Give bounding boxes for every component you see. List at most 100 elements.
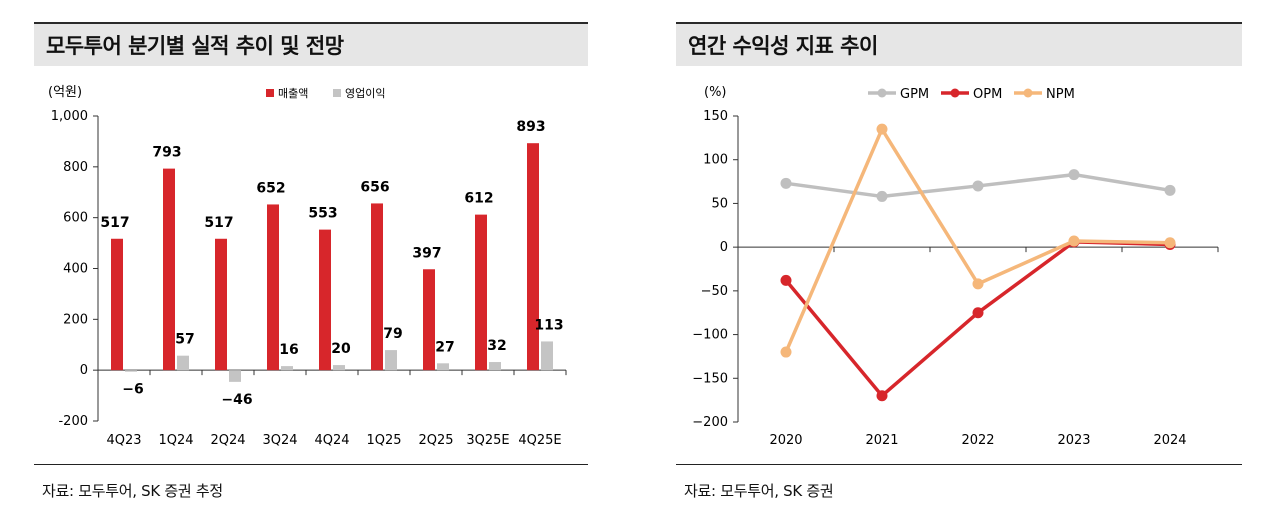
y-tick-label: 400	[63, 262, 88, 277]
x-tick-label: 2Q24	[210, 433, 245, 448]
bar-revenue	[111, 238, 123, 371]
data-point-npm	[1068, 235, 1080, 247]
x-tick-label: 4Q25E	[518, 433, 561, 448]
y-tick-label: −150	[692, 371, 728, 386]
data-label-revenue: 612	[464, 191, 493, 207]
data-label-revenue: 656	[360, 179, 389, 195]
panel-title-bar: 연간 수익성 지표 추이	[676, 22, 1242, 66]
bar-revenue	[527, 143, 539, 371]
data-label-operating-profit: 16	[279, 342, 298, 358]
y-tick-label: −200	[692, 415, 728, 430]
panel-title-bar: 모두투어 분기별 실적 추이 및 전망	[34, 22, 588, 66]
data-label-operating-profit: 113	[534, 317, 563, 333]
bar-operating-profit	[333, 365, 345, 371]
data-label-operating-profit: 20	[331, 341, 351, 357]
y-tick-label: 50	[711, 196, 728, 211]
x-tick-label: 2024	[1153, 433, 1186, 448]
data-point-gpm	[1068, 169, 1080, 181]
margin-line-chart: (%) −200 −150 −100 −50 0 50 100 150 2020 2021 2022 2…	[692, 85, 1219, 448]
x-tick-label: 2Q25	[418, 433, 453, 448]
y-unit-label: (%)	[704, 85, 727, 100]
data-point-npm	[780, 346, 792, 358]
data-label-operating-profit: 57	[175, 332, 194, 348]
bar-operating-profit	[177, 355, 189, 371]
legend-swatch	[333, 89, 341, 97]
legend-label: NPM	[1046, 87, 1075, 102]
y-tick-label: −50	[701, 284, 728, 299]
y-unit-label: (억원)	[48, 85, 82, 100]
data-label-operating-profit: −46	[221, 392, 252, 408]
bar-operating-profit	[489, 362, 501, 371]
data-point-npm	[876, 123, 888, 135]
data-label-revenue: 652	[256, 180, 285, 196]
data-point-opm	[972, 307, 984, 319]
legend-marker	[1023, 88, 1033, 98]
data-label-revenue: 553	[308, 206, 337, 222]
source-divider	[676, 464, 1242, 465]
x-tick-label: 3Q24	[262, 433, 297, 448]
bar-operating-profit	[281, 366, 293, 371]
data-point-npm	[972, 278, 984, 290]
y-tick-label: 0	[80, 363, 88, 378]
bar-operating-profit	[125, 370, 137, 372]
y-tick-label: 800	[63, 160, 88, 175]
quarterly-bar-chart: (억원) -200 0 200 400 600 800 1,000 517 −6 4Q23 793 57…	[48, 85, 567, 448]
bar-revenue	[319, 229, 331, 371]
x-tick-label: 4Q23	[106, 433, 141, 448]
legend-label: OPM	[973, 87, 1002, 102]
data-label-operating-profit: −6	[122, 382, 143, 398]
legend-marker	[950, 88, 960, 98]
data-point-opm	[780, 274, 792, 286]
y-tick-label: 100	[703, 153, 728, 168]
x-tick-label: 2023	[1057, 433, 1090, 448]
series-line-npm	[784, 127, 1171, 353]
data-label-operating-profit: 27	[435, 339, 454, 355]
y-tick-label: 1,000	[51, 109, 88, 124]
panel-title: 모두투어 분기별 실적 추이 및 전망	[46, 34, 344, 58]
x-tick-label: 1Q25	[366, 433, 401, 448]
legend-label: 영업이익	[345, 87, 385, 100]
data-label-revenue: 517	[100, 215, 129, 231]
legend-label: 매출액	[278, 87, 308, 100]
bar-operating-profit	[437, 363, 449, 371]
series-line-opm	[784, 240, 1171, 398]
panel-title: 연간 수익성 지표 추이	[688, 34, 878, 58]
y-tick-label: 150	[703, 109, 728, 124]
bar-operating-profit	[541, 341, 553, 371]
x-tick-label: 3Q25E	[466, 433, 509, 448]
y-tick-label: 0	[720, 240, 728, 255]
bar-revenue	[163, 168, 175, 371]
data-point-gpm	[972, 180, 984, 192]
y-tick-label: 600	[63, 211, 88, 226]
data-point-gpm	[876, 190, 888, 202]
x-tick-label: 2020	[769, 433, 802, 448]
x-tick-label: 1Q24	[158, 433, 193, 448]
quarterly-performance-panel: 모두투어 분기별 실적 추이 및 전망 (억원) -200 0 200 400 600 80…	[34, 22, 588, 522]
bar-revenue	[423, 269, 435, 371]
bar-revenue	[215, 238, 227, 371]
data-label-revenue: 517	[204, 215, 233, 231]
bar-revenue	[475, 214, 487, 371]
data-point-gpm	[780, 177, 792, 189]
x-tick-label: 2022	[961, 433, 994, 448]
bar-operating-profit	[385, 350, 397, 371]
data-label-operating-profit: 32	[487, 338, 506, 354]
data-label-operating-profit: 79	[383, 326, 402, 342]
data-point-opm	[876, 390, 888, 402]
source-note: 자료: 모두투어, SK 증권	[684, 482, 834, 500]
legend-marker	[877, 88, 887, 98]
data-label-revenue: 793	[152, 145, 181, 161]
y-tick-label: -200	[58, 414, 88, 429]
bar-operating-profit	[229, 370, 241, 382]
bar-revenue	[371, 203, 383, 371]
y-tick-label: −100	[692, 328, 728, 343]
y-tick-label: 200	[63, 312, 88, 327]
source-divider	[34, 464, 588, 465]
x-tick-label: 4Q24	[314, 433, 349, 448]
data-label-revenue: 893	[516, 119, 545, 135]
data-label-revenue: 397	[412, 245, 441, 261]
x-tick-label: 2021	[865, 433, 898, 448]
source-note: 자료: 모두투어, SK 증권 추정	[42, 482, 223, 500]
data-point-gpm	[1164, 184, 1176, 196]
data-point-npm	[1164, 237, 1176, 249]
